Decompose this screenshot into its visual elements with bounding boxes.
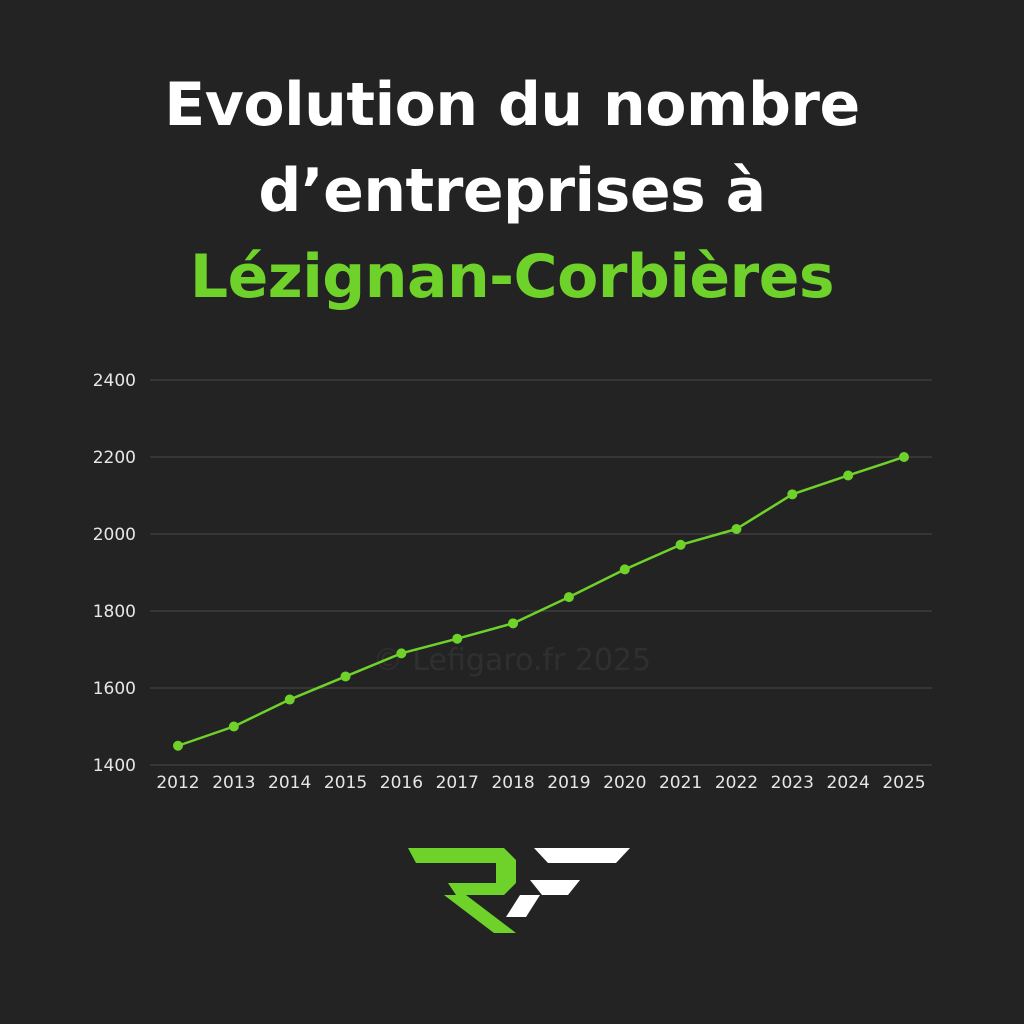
data-points	[173, 452, 909, 751]
data-point	[284, 694, 295, 705]
y-tick-label: 1600	[93, 679, 136, 699]
title-line-2: d’entreprises à	[258, 156, 766, 226]
x-tick-label: 2022	[715, 773, 758, 793]
x-tick-label: 2016	[380, 773, 423, 793]
y-tick-label: 2000	[93, 525, 136, 545]
data-point	[508, 618, 519, 629]
watermark: © Lefigaro.fr 2025	[373, 643, 651, 678]
data-point	[228, 721, 239, 732]
data-point	[173, 740, 183, 751]
data-point	[731, 523, 742, 534]
data-point	[675, 539, 686, 550]
data-point	[619, 564, 630, 575]
x-tick-label: 2014	[268, 773, 311, 793]
series-line-layer	[177, 455, 905, 747]
chart-title: Evolution du nombre d’entreprises à Lézi…	[0, 62, 1024, 320]
x-tick-label: 2015	[324, 773, 367, 793]
y-tick-label: 1400	[93, 756, 136, 776]
y-tick-label: 2200	[93, 448, 136, 468]
x-tick-label: 2012	[156, 773, 199, 793]
x-tick-label: 2013	[212, 773, 255, 793]
x-tick-label: 2018	[491, 773, 534, 793]
series-line	[177, 455, 905, 747]
data-point	[843, 470, 854, 481]
x-tick-label: 2023	[771, 773, 814, 793]
x-tick-label: 2021	[659, 773, 702, 793]
x-tick-label: 2017	[436, 773, 479, 793]
rf-logo-icon	[408, 845, 632, 939]
x-tick-label: 2024	[827, 773, 870, 793]
title-line-3-town: Lézignan-Corbières	[189, 242, 835, 312]
data-point	[563, 592, 574, 603]
title-line-1: Evolution du nombre	[164, 70, 860, 140]
x-tick-label: 2025	[882, 773, 925, 793]
y-axis-ticks: 1400 1600 1800 2000 2200 2400	[93, 371, 136, 776]
data-point	[787, 489, 798, 500]
data-point	[340, 671, 351, 682]
y-tick-label: 1800	[93, 602, 136, 622]
data-point	[899, 452, 909, 462]
x-axis-ticks: 2012 2013 2014 2015 2016 2017 2018 2019 2020 2021…	[156, 773, 925, 793]
x-tick-label: 2020	[603, 773, 646, 793]
data-point	[452, 633, 463, 644]
x-tick-label: 2019	[547, 773, 590, 793]
y-tick-label: 2400	[93, 371, 136, 391]
grid-lines	[150, 379, 932, 766]
data-point	[396, 648, 407, 659]
